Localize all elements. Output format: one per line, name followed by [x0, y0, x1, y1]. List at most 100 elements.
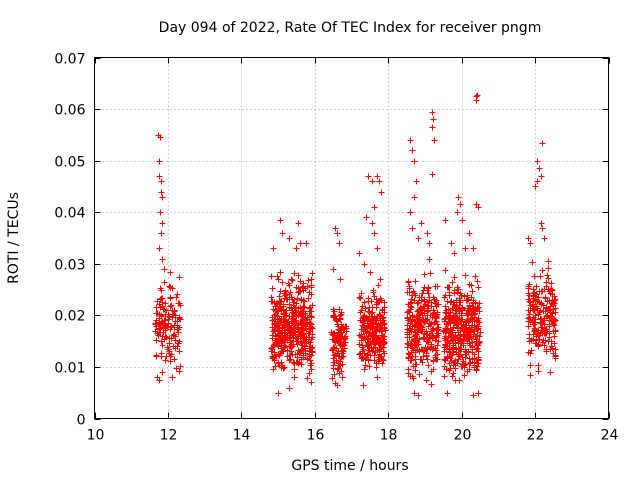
data-point — [425, 290, 432, 297]
data-point — [159, 256, 166, 263]
data-point — [425, 284, 432, 291]
data-point — [538, 173, 545, 180]
data-point — [307, 320, 314, 327]
x-tick-label: 24 — [601, 428, 619, 444]
data-point — [532, 340, 539, 347]
data-point — [538, 300, 545, 307]
data-point — [445, 306, 452, 313]
data-point — [335, 353, 342, 360]
data-point — [281, 295, 288, 302]
data-point — [277, 217, 284, 224]
data-point — [293, 309, 300, 316]
data-point — [306, 351, 313, 358]
data-point — [460, 358, 467, 365]
data-point — [466, 281, 473, 288]
data-point — [444, 284, 451, 291]
data-point — [373, 321, 380, 328]
data-point — [407, 373, 414, 380]
data-point — [275, 276, 282, 283]
data-point — [368, 298, 375, 305]
data-point — [426, 320, 433, 327]
data-point — [472, 310, 479, 317]
data-point — [308, 379, 315, 386]
data-point — [527, 240, 534, 247]
data-point — [374, 245, 381, 252]
data-point — [371, 357, 378, 364]
data-point — [308, 360, 315, 367]
data-point — [308, 291, 315, 298]
data-point — [294, 341, 301, 348]
y-tick-label: 0 — [77, 413, 86, 429]
data-point — [456, 297, 463, 304]
data-point — [291, 324, 298, 331]
data-point — [406, 285, 413, 292]
data-point — [536, 309, 543, 316]
data-point — [422, 318, 429, 325]
data-point — [469, 307, 476, 314]
data-point — [415, 299, 422, 306]
data-point — [333, 357, 340, 364]
data-point — [330, 266, 337, 273]
data-point — [531, 290, 538, 297]
data-point — [308, 284, 315, 291]
data-point — [404, 289, 411, 296]
data-point — [375, 282, 382, 289]
data-point — [336, 362, 343, 369]
data-point — [407, 137, 414, 144]
data-point — [449, 373, 456, 380]
data-point — [462, 272, 469, 279]
data-point — [544, 272, 551, 279]
data-point — [442, 341, 449, 348]
data-point — [418, 294, 425, 301]
data-point — [358, 326, 365, 333]
data-point — [329, 375, 336, 382]
data-point — [369, 178, 376, 185]
data-point — [545, 265, 552, 272]
data-point — [338, 368, 345, 375]
data-point — [161, 279, 168, 286]
data-point — [172, 337, 179, 344]
data-point — [468, 294, 475, 301]
data-point — [269, 285, 276, 292]
data-point — [360, 346, 367, 353]
data-point — [427, 332, 434, 339]
data-point — [418, 220, 425, 227]
data-point — [154, 298, 161, 305]
data-point — [159, 333, 166, 340]
data-point — [469, 288, 476, 295]
data-point — [330, 313, 337, 320]
data-point — [159, 303, 166, 310]
data-point — [330, 344, 337, 351]
data-point — [158, 350, 165, 357]
data-point — [423, 338, 430, 345]
data-point — [474, 92, 481, 99]
data-point — [361, 366, 368, 373]
data-point — [365, 357, 372, 364]
data-point — [372, 349, 379, 356]
data-point — [339, 374, 346, 381]
data-point — [442, 333, 449, 340]
data-point — [308, 366, 315, 373]
data-point — [331, 371, 338, 378]
data-point — [171, 308, 178, 315]
data-point — [544, 312, 551, 319]
data-point — [163, 307, 170, 314]
data-point — [449, 279, 456, 286]
data-point — [269, 317, 276, 324]
data-point — [175, 300, 182, 307]
data-point — [473, 367, 480, 374]
data-point — [453, 322, 460, 329]
x-axis-label: GPS time / hours — [291, 458, 408, 474]
data-point — [405, 354, 412, 361]
data-point — [426, 240, 433, 247]
data-point — [470, 245, 477, 252]
data-point — [176, 348, 183, 355]
data-point — [336, 240, 343, 247]
data-point — [176, 368, 183, 375]
data-point — [364, 343, 371, 350]
x-tick-label: 16 — [307, 428, 325, 444]
data-point — [362, 305, 369, 312]
data-point — [473, 336, 480, 343]
data-point — [168, 302, 175, 309]
data-point — [536, 332, 543, 339]
